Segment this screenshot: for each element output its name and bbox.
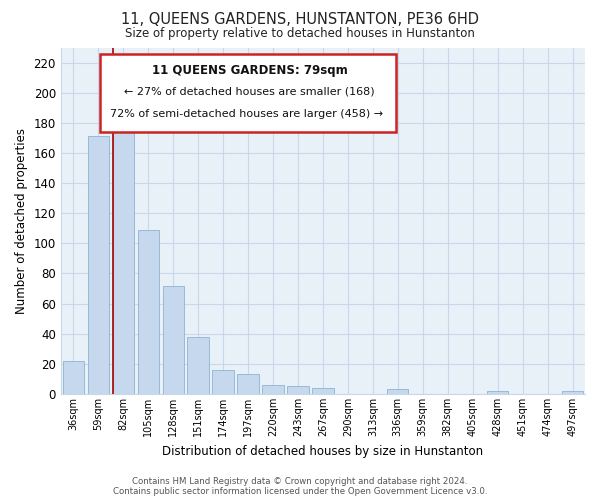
Text: 11, QUEENS GARDENS, HUNSTANTON, PE36 6HD: 11, QUEENS GARDENS, HUNSTANTON, PE36 6HD: [121, 12, 479, 28]
Bar: [113, 124, 134, 394]
X-axis label: Distribution of detached houses by size in Hunstanton: Distribution of detached houses by size …: [163, 444, 484, 458]
Bar: [187, 337, 209, 394]
Bar: [562, 391, 583, 394]
Bar: [262, 385, 284, 394]
Text: Size of property relative to detached houses in Hunstanton: Size of property relative to detached ho…: [125, 28, 475, 40]
Text: ← 27% of detached houses are smaller (168): ← 27% of detached houses are smaller (16…: [124, 87, 375, 97]
Bar: [287, 386, 308, 394]
Text: Contains public sector information licensed under the Open Government Licence v3: Contains public sector information licen…: [113, 487, 487, 496]
Bar: [312, 388, 334, 394]
Bar: [163, 286, 184, 394]
Bar: [387, 390, 409, 394]
Bar: [487, 391, 508, 394]
Text: Contains HM Land Registry data © Crown copyright and database right 2024.: Contains HM Land Registry data © Crown c…: [132, 477, 468, 486]
Text: 11 QUEENS GARDENS: 79sqm: 11 QUEENS GARDENS: 79sqm: [152, 64, 347, 76]
Bar: [238, 374, 259, 394]
Bar: [212, 370, 233, 394]
Bar: [137, 230, 159, 394]
Y-axis label: Number of detached properties: Number of detached properties: [15, 128, 28, 314]
Bar: [62, 361, 84, 394]
Bar: [88, 136, 109, 394]
FancyBboxPatch shape: [100, 54, 396, 132]
Text: 72% of semi-detached houses are larger (458) →: 72% of semi-detached houses are larger (…: [110, 109, 383, 119]
